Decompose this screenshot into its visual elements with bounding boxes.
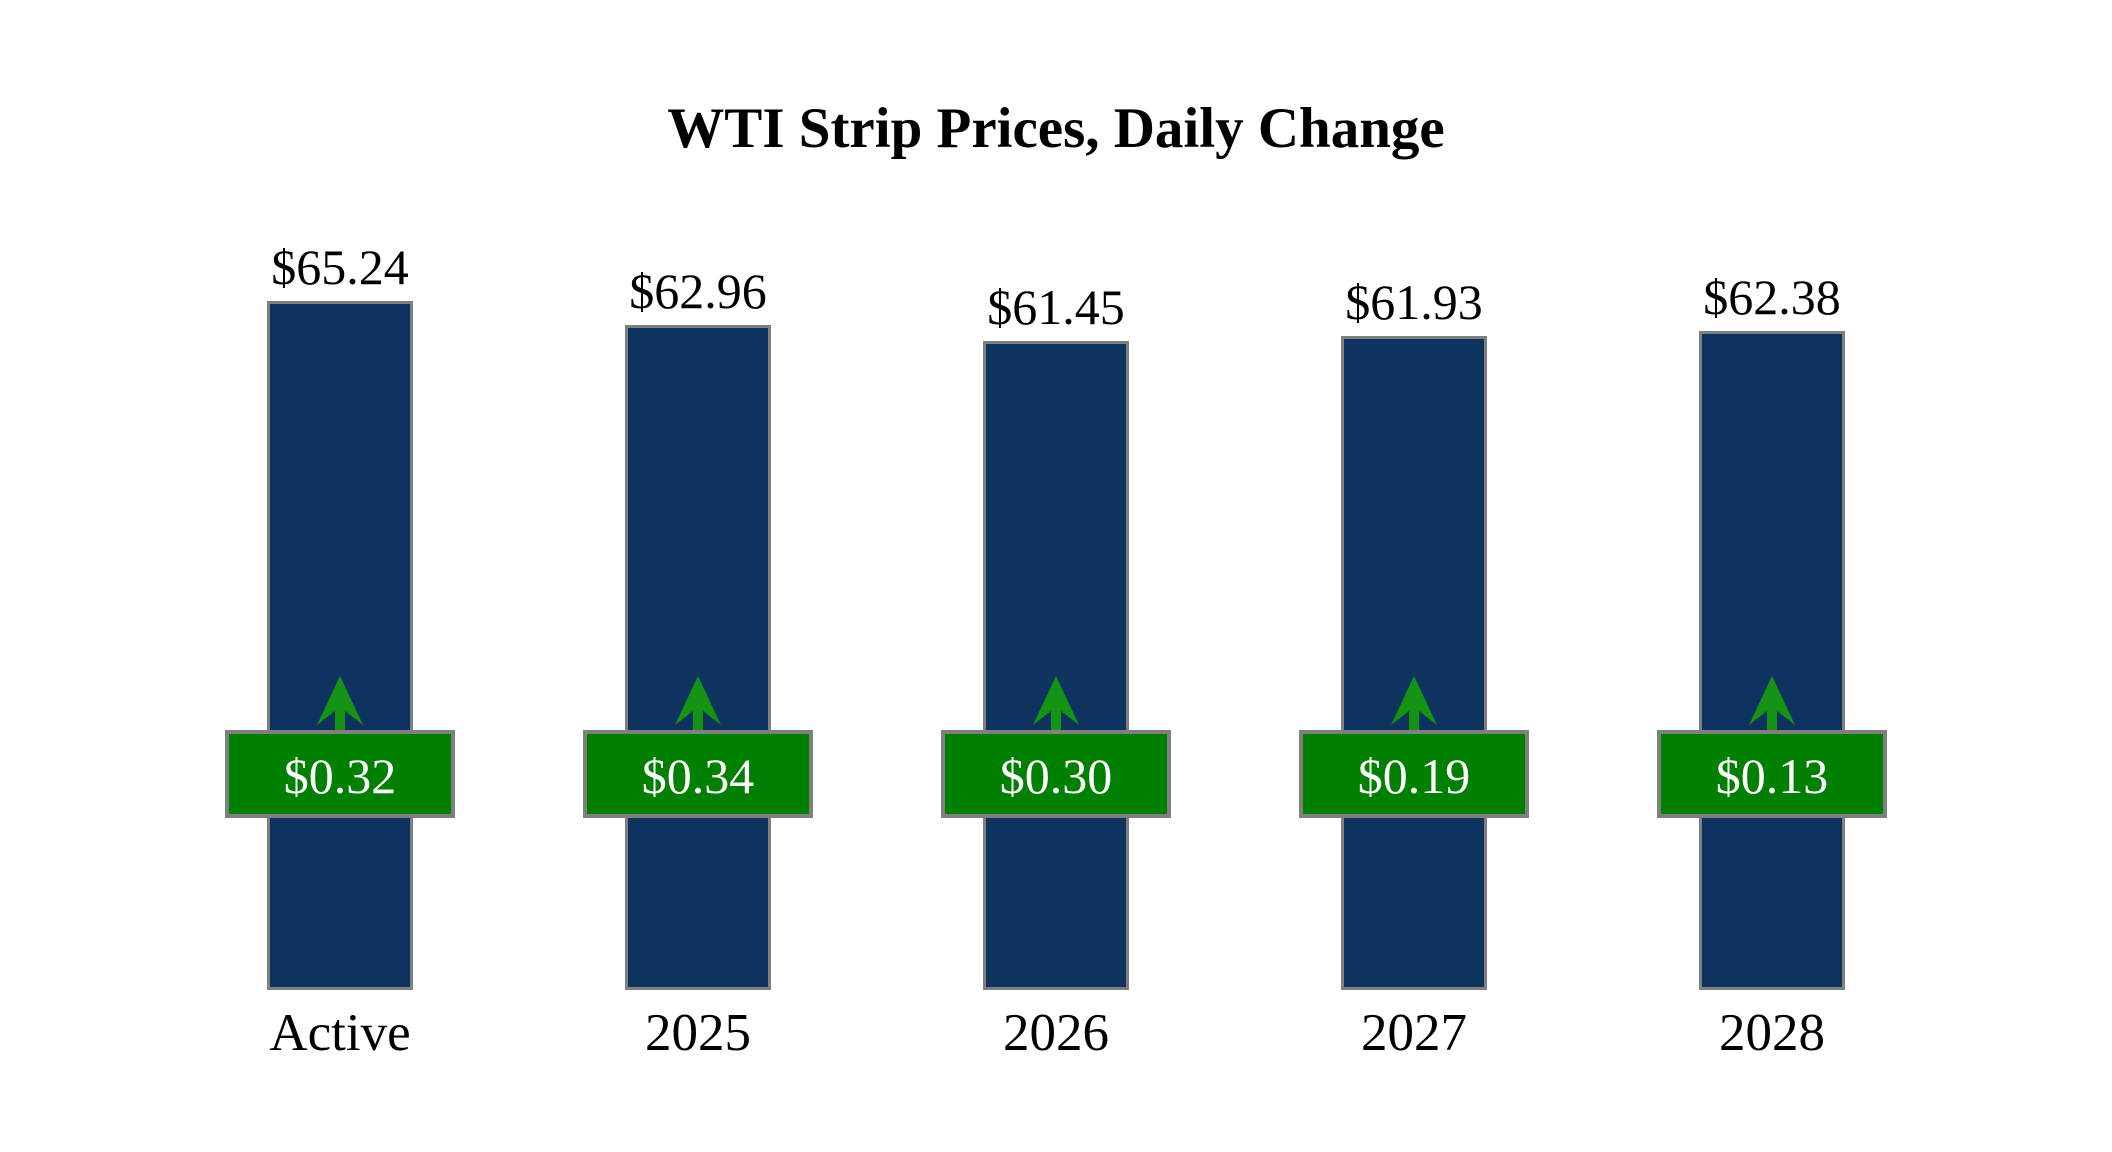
category-label: 2025 [645,1004,751,1062]
daily-change-badge: $0.32 [225,730,455,818]
chart-title: WTI Strip Prices, Daily Change [667,97,1445,160]
bar [1699,331,1845,990]
bar-value-label: $61.93 [1345,274,1483,330]
up-arrow-icon [1391,676,1437,732]
daily-change-label: $0.19 [1357,748,1471,804]
up-arrow-shape [1033,676,1079,732]
daily-change-label: $0.32 [283,748,397,804]
up-arrow-shape [1749,676,1795,732]
up-arrow-icon [675,676,721,732]
up-arrow-shape [317,676,363,732]
bar [625,325,771,990]
daily-change-label: $0.30 [999,748,1113,804]
bar [1341,336,1487,990]
daily-change-badge: $0.13 [1657,730,1887,818]
category-label: 2026 [1003,1004,1109,1062]
bar-value-label: $62.38 [1703,269,1841,325]
daily-change-label: $0.13 [1715,748,1829,804]
up-arrow-icon [1749,676,1795,732]
daily-change-label: $0.34 [641,748,755,804]
daily-change-badge: $0.30 [941,730,1171,818]
category-label: 2028 [1719,1004,1825,1062]
bar [267,301,413,990]
bar-value-label: $61.45 [987,279,1125,335]
category-label: Active [269,1004,411,1062]
up-arrow-icon [317,676,363,732]
daily-change-badge: $0.19 [1299,730,1529,818]
up-arrow-shape [1391,676,1437,732]
up-arrow-icon [1033,676,1079,732]
bar-value-label: $62.96 [629,263,767,319]
up-arrow-shape [675,676,721,732]
bar [983,341,1129,990]
bar-value-label: $65.24 [271,239,409,295]
daily-change-badge: $0.34 [583,730,813,818]
category-label: 2027 [1361,1004,1467,1062]
